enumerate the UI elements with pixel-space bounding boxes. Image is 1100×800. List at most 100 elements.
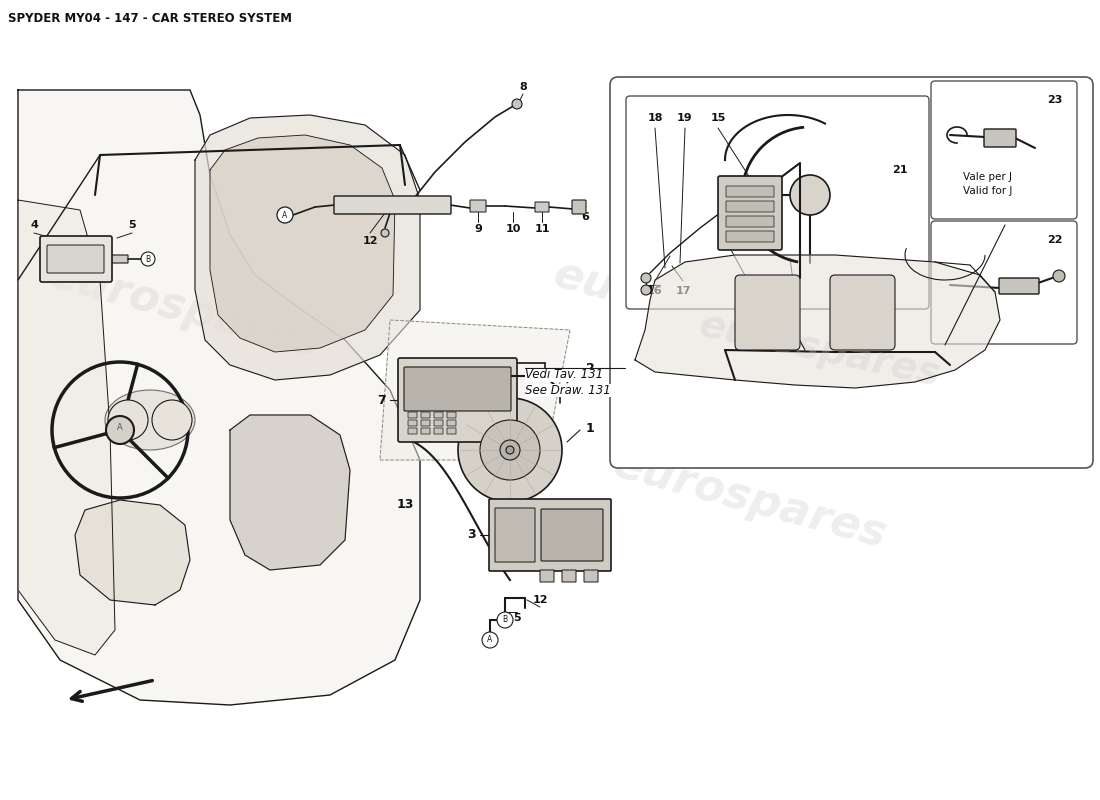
- FancyBboxPatch shape: [562, 570, 576, 582]
- FancyBboxPatch shape: [447, 428, 456, 434]
- Text: 16: 16: [647, 286, 663, 296]
- Circle shape: [108, 400, 148, 440]
- FancyBboxPatch shape: [726, 231, 774, 242]
- Circle shape: [480, 420, 540, 480]
- Text: 22: 22: [1047, 235, 1063, 245]
- Circle shape: [141, 252, 155, 266]
- FancyBboxPatch shape: [408, 420, 417, 426]
- FancyBboxPatch shape: [408, 412, 417, 418]
- FancyBboxPatch shape: [999, 278, 1040, 294]
- Text: 2: 2: [585, 362, 594, 374]
- FancyBboxPatch shape: [726, 201, 774, 212]
- Text: eurospares: eurospares: [608, 443, 891, 557]
- FancyBboxPatch shape: [931, 221, 1077, 344]
- FancyBboxPatch shape: [541, 509, 603, 561]
- FancyBboxPatch shape: [495, 508, 535, 562]
- Polygon shape: [18, 200, 116, 655]
- Polygon shape: [379, 320, 570, 460]
- FancyBboxPatch shape: [626, 96, 930, 309]
- FancyBboxPatch shape: [421, 412, 430, 418]
- FancyBboxPatch shape: [434, 412, 443, 418]
- FancyBboxPatch shape: [735, 275, 800, 350]
- Text: 13: 13: [396, 498, 414, 511]
- Text: Vedi Tav. 131: Vedi Tav. 131: [525, 369, 603, 382]
- Circle shape: [277, 207, 293, 223]
- FancyBboxPatch shape: [434, 420, 443, 426]
- FancyBboxPatch shape: [404, 367, 512, 411]
- FancyBboxPatch shape: [47, 245, 104, 273]
- Text: A: A: [283, 210, 287, 219]
- Text: 8: 8: [519, 82, 527, 92]
- Text: 10: 10: [505, 224, 520, 234]
- FancyBboxPatch shape: [830, 275, 895, 350]
- Text: 19: 19: [678, 113, 693, 123]
- Text: 12: 12: [362, 236, 377, 246]
- FancyBboxPatch shape: [470, 200, 486, 212]
- Circle shape: [106, 416, 134, 444]
- FancyBboxPatch shape: [421, 420, 430, 426]
- Circle shape: [641, 273, 651, 283]
- Text: 15: 15: [711, 113, 726, 123]
- Circle shape: [1053, 270, 1065, 282]
- Text: 7: 7: [377, 394, 386, 406]
- FancyBboxPatch shape: [408, 428, 417, 434]
- Text: 20: 20: [785, 286, 801, 296]
- Polygon shape: [635, 255, 1000, 388]
- FancyBboxPatch shape: [447, 412, 456, 418]
- Text: 5: 5: [514, 613, 520, 623]
- FancyBboxPatch shape: [110, 255, 128, 263]
- FancyBboxPatch shape: [584, 570, 598, 582]
- Text: 21: 21: [892, 165, 907, 175]
- Polygon shape: [18, 90, 420, 705]
- FancyBboxPatch shape: [610, 77, 1093, 468]
- Polygon shape: [210, 135, 395, 352]
- FancyBboxPatch shape: [718, 176, 782, 250]
- FancyBboxPatch shape: [40, 236, 112, 282]
- Text: Valid for J: Valid for J: [962, 186, 1012, 196]
- Text: 23: 23: [1047, 95, 1063, 105]
- Text: 4: 4: [30, 220, 37, 230]
- Circle shape: [641, 285, 651, 295]
- Circle shape: [497, 612, 513, 628]
- Circle shape: [506, 446, 514, 454]
- Circle shape: [500, 440, 520, 460]
- FancyBboxPatch shape: [931, 81, 1077, 219]
- FancyBboxPatch shape: [540, 570, 554, 582]
- FancyBboxPatch shape: [726, 216, 774, 227]
- Polygon shape: [230, 415, 350, 570]
- Text: 14: 14: [740, 286, 756, 296]
- Text: 9: 9: [474, 224, 482, 234]
- Circle shape: [790, 175, 830, 215]
- Text: 17: 17: [675, 286, 691, 296]
- Text: Vale per J: Vale per J: [962, 172, 1012, 182]
- Polygon shape: [75, 500, 190, 605]
- Text: eurospares: eurospares: [549, 253, 832, 367]
- Text: SPYDER MY04 - 147 - CAR STEREO SYSTEM: SPYDER MY04 - 147 - CAR STEREO SYSTEM: [8, 12, 292, 25]
- Polygon shape: [195, 115, 420, 380]
- Text: eurospares: eurospares: [44, 253, 327, 367]
- FancyBboxPatch shape: [726, 186, 774, 197]
- Text: B: B: [503, 615, 507, 625]
- Text: B: B: [145, 254, 151, 263]
- Text: 1: 1: [585, 422, 594, 434]
- Circle shape: [458, 398, 562, 502]
- FancyBboxPatch shape: [535, 202, 549, 212]
- Text: 6: 6: [581, 212, 589, 222]
- Text: See Draw. 131: See Draw. 131: [525, 383, 610, 397]
- Circle shape: [152, 400, 192, 440]
- FancyBboxPatch shape: [572, 200, 586, 214]
- Circle shape: [381, 229, 389, 237]
- FancyBboxPatch shape: [490, 499, 610, 571]
- Text: A: A: [117, 423, 123, 433]
- Circle shape: [482, 632, 498, 648]
- Text: 3: 3: [468, 529, 476, 542]
- FancyBboxPatch shape: [447, 420, 456, 426]
- FancyBboxPatch shape: [421, 428, 430, 434]
- FancyBboxPatch shape: [984, 129, 1016, 147]
- Text: 11: 11: [535, 224, 550, 234]
- Circle shape: [512, 99, 522, 109]
- Text: 12: 12: [532, 595, 548, 605]
- FancyBboxPatch shape: [334, 196, 451, 214]
- Text: eurospares: eurospares: [696, 306, 944, 394]
- Text: 18: 18: [647, 113, 662, 123]
